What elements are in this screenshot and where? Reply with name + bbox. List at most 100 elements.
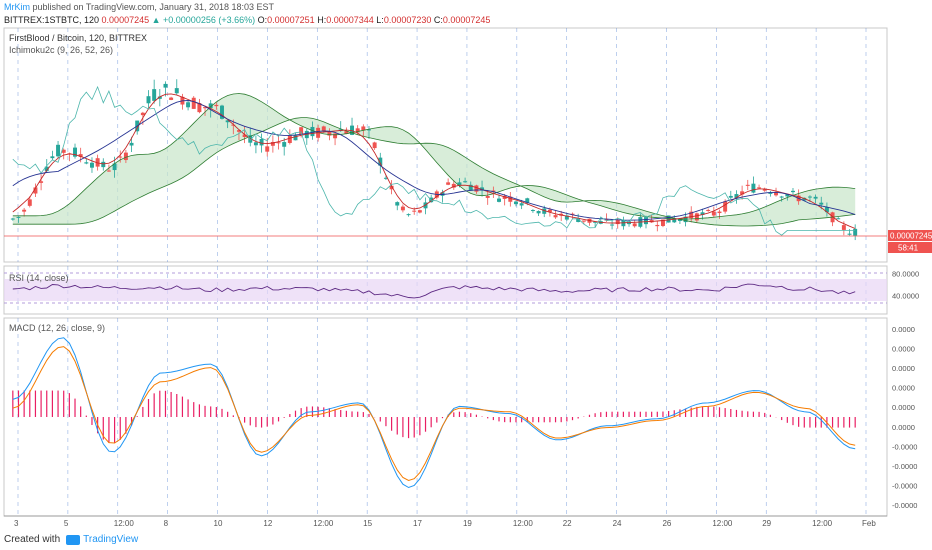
candle-body (666, 215, 671, 223)
high-label: H: (317, 15, 327, 25)
candle-body (593, 221, 598, 223)
x-tick-label: 12:00 (712, 519, 733, 528)
rsi-pane-title: RSI (14, close) (9, 273, 69, 283)
candle-body (220, 105, 224, 119)
candle-body (378, 157, 383, 166)
price-axis[interactable]: 80.0000 40.0000 0.0000 0.0000 0.0000 0.0000 0.… (892, 270, 919, 511)
published-line: MrKim published on TradingView.com, Janu… (4, 2, 274, 12)
candle-body (39, 181, 44, 183)
rsi-tick-label: 40.0000 (892, 292, 919, 301)
candle-body (604, 218, 609, 221)
price-pane-frame (3, 27, 888, 263)
rsi-tick-label: 80.0000 (892, 270, 919, 279)
candle-body (101, 161, 106, 168)
created-with-text: Created with (4, 534, 61, 545)
tradingview-logo-icon (66, 534, 81, 545)
candle-body (734, 194, 739, 199)
published-text: published on TradingView.com, January 31… (32, 2, 275, 12)
candle-body (440, 192, 445, 196)
macd-tick-label: 0.0000 (892, 364, 915, 373)
candle-body (355, 128, 360, 133)
candle-body (463, 181, 468, 183)
candle-body (485, 195, 490, 198)
candle-body (547, 209, 552, 212)
rsi-band (4, 279, 887, 301)
candle-body (480, 187, 485, 191)
low-label: L: (376, 15, 384, 25)
macd-pane-frame (3, 317, 888, 517)
candle-body (615, 219, 620, 225)
time-axis[interactable]: 3 5 12:00 8 10 12 12:00 15 17 19 12:00 22 24 26 12:00 2… (14, 519, 876, 528)
candle-body (186, 102, 191, 108)
candle-body (389, 185, 394, 190)
close-value: 0.00007245 (442, 15, 491, 25)
ichimoku-cloud (12, 93, 856, 226)
candle-body (203, 107, 208, 109)
candle-body (757, 187, 762, 189)
span-b-line (12, 117, 856, 227)
macd-tick-label: 0.0000 (892, 325, 915, 334)
candle-body (807, 196, 812, 198)
symbol-line: BITTREX:1STBTC, 120 0.00007245 ▲ +0.0000… (4, 15, 490, 25)
candle-body (779, 196, 784, 198)
candle-body (208, 103, 213, 109)
author-link[interactable]: MrKim (4, 2, 30, 12)
x-tick-label: 10 (214, 519, 223, 528)
x-tick-label: 15 (363, 519, 372, 528)
candle-body (457, 182, 462, 186)
candle-body (553, 215, 558, 218)
candle-body (819, 202, 824, 205)
candle-body (50, 156, 55, 159)
candle-body (270, 141, 275, 146)
candle-body (327, 131, 332, 136)
candle-body (157, 96, 162, 99)
candle-body (321, 126, 326, 132)
candle-body (672, 218, 677, 223)
candle-body (44, 166, 49, 171)
candle-body (451, 183, 456, 188)
candle-body (853, 228, 858, 236)
candle-body (530, 210, 535, 212)
candle-body (491, 190, 496, 192)
candle-body (146, 96, 151, 104)
low-value: 0.00007230 (383, 15, 432, 25)
macd-tick-label: -0.0000 (892, 501, 917, 510)
x-tick-label: 12 (263, 519, 272, 528)
candle-body (78, 154, 83, 157)
signal-line (12, 346, 856, 482)
x-tick-label: Feb (862, 519, 876, 528)
tradingview-brand[interactable]: TradingView (66, 534, 138, 545)
macd-tick-label: -0.0000 (892, 462, 917, 471)
symbol-label: BITTREX:1STBTC, 120 (4, 15, 100, 25)
price-pane-title: FirstBlood / Bitcoin, 120, BITTREX (9, 33, 147, 43)
candle-body (400, 206, 405, 211)
candle-body (417, 210, 422, 213)
candle-body (723, 201, 728, 212)
candle-body (717, 211, 722, 214)
x-tick-label: 22 (563, 519, 572, 528)
candle-body (287, 135, 292, 143)
x-tick-label: 12:00 (313, 519, 334, 528)
x-tick-label: 5 (64, 519, 69, 528)
candle-body (73, 147, 77, 157)
vertical-grid (17, 28, 867, 516)
candle-body (27, 199, 32, 206)
candle-body (367, 129, 371, 131)
countdown-tag-text: 58:41 (898, 244, 919, 253)
candle-body (576, 218, 581, 222)
candle-body (711, 211, 716, 216)
candle-body (774, 192, 779, 196)
x-tick-label: 12:00 (812, 519, 833, 528)
candle-body (61, 149, 66, 153)
candle-body (841, 225, 846, 230)
candle-body (299, 127, 304, 134)
candle-body (785, 194, 790, 197)
candle-body (129, 142, 134, 146)
price-layer (10, 79, 858, 241)
open-value: 0.00007251 (267, 15, 315, 25)
candle-body (197, 103, 202, 113)
candle-body (768, 192, 773, 194)
candle-body (446, 182, 451, 185)
x-tick-label: 12:00 (513, 519, 534, 528)
